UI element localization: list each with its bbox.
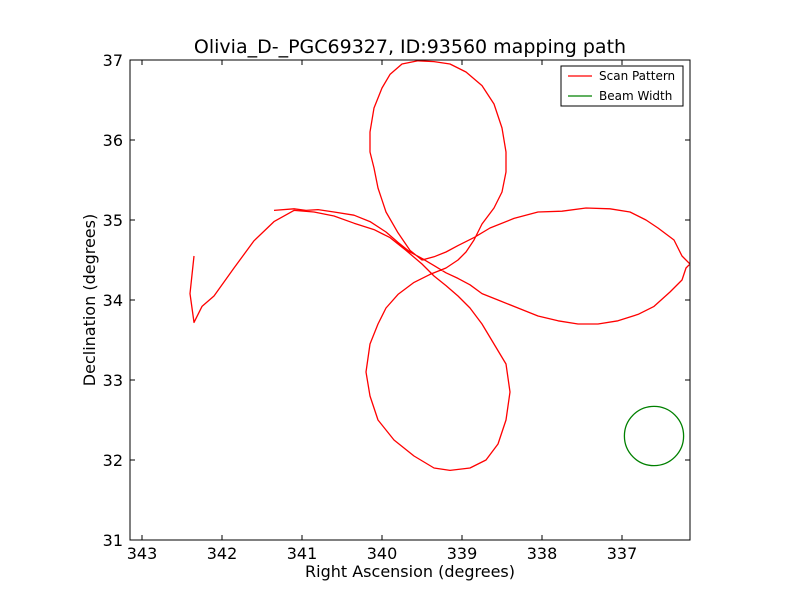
legend-label-beam-width: Beam Width bbox=[599, 89, 672, 103]
series-layer bbox=[189, 60, 690, 472]
scan-pattern-line bbox=[189, 60, 690, 472]
x-tick-label: 340 bbox=[367, 544, 398, 563]
x-tick-label: 337 bbox=[607, 544, 638, 563]
x-axis-label: Right Ascension (degrees) bbox=[305, 562, 515, 581]
y-tick-label: 33 bbox=[103, 371, 123, 390]
y-tick-label: 36 bbox=[103, 131, 123, 150]
y-tick-label: 35 bbox=[103, 211, 123, 230]
y-tick-label: 32 bbox=[103, 451, 123, 470]
chart-title: Olivia_D-_PGC69327, ID:93560 mapping pat… bbox=[194, 36, 626, 58]
plot-area bbox=[130, 60, 690, 540]
tick-layer: 343 342 341 340 339 338 337 31 32 33 34 35 36 37 bbox=[103, 51, 690, 563]
legend-box bbox=[560, 65, 684, 107]
legend: Scan Pattern Beam Width bbox=[560, 65, 684, 107]
x-tick-label: 342 bbox=[207, 544, 238, 563]
y-tick-label: 37 bbox=[103, 51, 123, 70]
y-tick-label: 31 bbox=[103, 531, 123, 550]
x-tick-label: 343 bbox=[127, 544, 158, 563]
beam-width-circle bbox=[623, 405, 685, 467]
x-tick-label: 341 bbox=[287, 544, 318, 563]
x-tick-label: 339 bbox=[447, 544, 478, 563]
x-tick-label: 338 bbox=[527, 544, 558, 563]
legend-label-scan-pattern: Scan Pattern bbox=[599, 69, 675, 83]
y-axis-label: Declination (degrees) bbox=[80, 214, 99, 386]
y-tick-label: 34 bbox=[103, 291, 123, 310]
